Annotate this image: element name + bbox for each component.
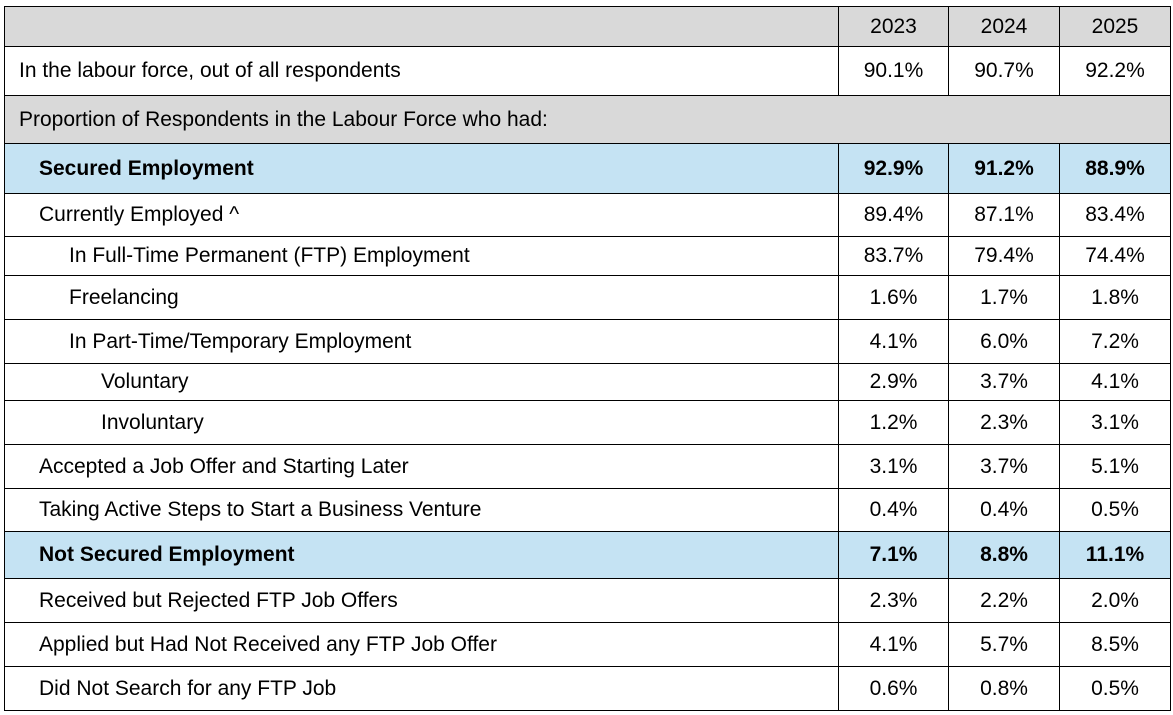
column-header-2025: 2025 bbox=[1059, 6, 1171, 47]
row-label: Did Not Search for any FTP Job bbox=[4, 666, 839, 711]
value-2024: 2.2% bbox=[948, 578, 1060, 623]
value-2023: 83.7% bbox=[838, 236, 949, 276]
table-row: Not Secured Employment 7.1% 8.8% 11.1% bbox=[4, 531, 1171, 579]
value-2023: 90.1% bbox=[838, 46, 949, 96]
value-2025: 74.4% bbox=[1059, 236, 1171, 276]
table-row: Did Not Search for any FTP Job 0.6% 0.8%… bbox=[4, 666, 1171, 711]
value-2025: 1.8% bbox=[1059, 275, 1171, 320]
table-row: Accepted a Job Offer and Starting Later … bbox=[4, 444, 1171, 489]
value-2023: 1.6% bbox=[838, 275, 949, 320]
row-label: In the labour force, out of all responde… bbox=[4, 46, 839, 96]
column-header-2023: 2023 bbox=[838, 6, 949, 47]
value-2023: 3.1% bbox=[838, 444, 949, 489]
row-label: Received but Rejected FTP Job Offers bbox=[4, 578, 839, 623]
value-2024: 2.3% bbox=[948, 400, 1060, 445]
value-2023: 4.1% bbox=[838, 319, 949, 364]
value-2025: 88.9% bbox=[1059, 143, 1171, 194]
row-label: In Part-Time/Temporary Employment bbox=[4, 319, 839, 364]
value-2025: 2.0% bbox=[1059, 578, 1171, 623]
header-row: 2023 2024 2025 bbox=[4, 6, 1171, 47]
value-2024: 79.4% bbox=[948, 236, 1060, 276]
value-2025: 5.1% bbox=[1059, 444, 1171, 489]
table-row: Voluntary 2.9% 3.7% 4.1% bbox=[4, 363, 1171, 401]
value-2025: 0.5% bbox=[1059, 488, 1171, 532]
value-2025: 8.5% bbox=[1059, 622, 1171, 667]
employment-table: 2023 2024 2025 In the labour force, out … bbox=[4, 6, 1171, 711]
table-row: Involuntary 1.2% 2.3% 3.1% bbox=[4, 400, 1171, 445]
table-row: In Full-Time Permanent (FTP) Employment … bbox=[4, 236, 1171, 276]
column-header-2024: 2024 bbox=[948, 6, 1060, 47]
value-2025: 92.2% bbox=[1059, 46, 1171, 96]
value-2023: 1.2% bbox=[838, 400, 949, 445]
row-label: Freelancing bbox=[4, 275, 839, 320]
row-label: Taking Active Steps to Start a Business … bbox=[4, 488, 839, 532]
row-label: Accepted a Job Offer and Starting Later bbox=[4, 444, 839, 489]
value-2025: 11.1% bbox=[1059, 531, 1171, 579]
row-label: Applied but Had Not Received any FTP Job… bbox=[4, 622, 839, 667]
header-blank-cell bbox=[4, 6, 839, 47]
value-2023: 2.3% bbox=[838, 578, 949, 623]
value-2024: 0.4% bbox=[948, 488, 1060, 532]
value-2025: 0.5% bbox=[1059, 666, 1171, 711]
table-row: Applied but Had Not Received any FTP Job… bbox=[4, 622, 1171, 667]
section-heading-row: Proportion of Respondents in the Labour … bbox=[4, 95, 1171, 144]
table-row: Freelancing 1.6% 1.7% 1.8% bbox=[4, 275, 1171, 320]
value-2024: 8.8% bbox=[948, 531, 1060, 579]
value-2025: 83.4% bbox=[1059, 193, 1171, 237]
table-row: Secured Employment 92.9% 91.2% 88.9% bbox=[4, 143, 1171, 194]
value-2024: 87.1% bbox=[948, 193, 1060, 237]
table-row: Currently Employed ^ 89.4% 87.1% 83.4% bbox=[4, 193, 1171, 237]
value-2023: 2.9% bbox=[838, 363, 949, 401]
value-2024: 1.7% bbox=[948, 275, 1060, 320]
value-2023: 7.1% bbox=[838, 531, 949, 579]
value-2024: 90.7% bbox=[948, 46, 1060, 96]
value-2023: 0.6% bbox=[838, 666, 949, 711]
row-label: Not Secured Employment bbox=[4, 531, 839, 579]
value-2024: 6.0% bbox=[948, 319, 1060, 364]
table-row: In Part-Time/Temporary Employment 4.1% 6… bbox=[4, 319, 1171, 364]
table-row: Taking Active Steps to Start a Business … bbox=[4, 488, 1171, 532]
row-label: Currently Employed ^ bbox=[4, 193, 839, 237]
value-2024: 5.7% bbox=[948, 622, 1060, 667]
row-label: Secured Employment bbox=[4, 143, 839, 194]
section-heading: Proportion of Respondents in the Labour … bbox=[4, 95, 1171, 144]
row-label: In Full-Time Permanent (FTP) Employment bbox=[4, 236, 839, 276]
value-2024: 0.8% bbox=[948, 666, 1060, 711]
value-2023: 92.9% bbox=[838, 143, 949, 194]
value-2023: 0.4% bbox=[838, 488, 949, 532]
value-2024: 3.7% bbox=[948, 363, 1060, 401]
value-2023: 4.1% bbox=[838, 622, 949, 667]
value-2024: 3.7% bbox=[948, 444, 1060, 489]
value-2025: 4.1% bbox=[1059, 363, 1171, 401]
value-2025: 3.1% bbox=[1059, 400, 1171, 445]
value-2024: 91.2% bbox=[948, 143, 1060, 194]
value-2025: 7.2% bbox=[1059, 319, 1171, 364]
value-2023: 89.4% bbox=[838, 193, 949, 237]
labour-force-row: In the labour force, out of all responde… bbox=[4, 46, 1171, 96]
row-label: Involuntary bbox=[4, 400, 839, 445]
table-row: Received but Rejected FTP Job Offers 2.3… bbox=[4, 578, 1171, 623]
row-label: Voluntary bbox=[4, 363, 839, 401]
